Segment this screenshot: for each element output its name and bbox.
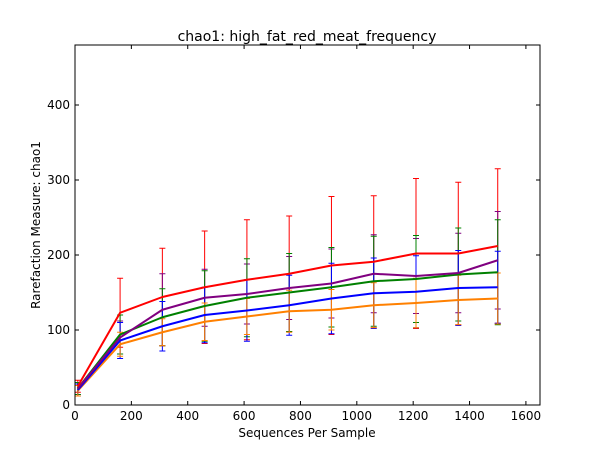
x-tick-label: 600 — [233, 409, 256, 423]
x-tick-label: 800 — [289, 409, 312, 423]
y-axis-label: Rarefaction Measure: chao1 — [29, 141, 43, 309]
series-line-3 — [77, 286, 498, 391]
x-axis-ticks: 0 200 400 600 800 1000 1200 1400 1600 — [71, 45, 541, 423]
x-tick-label: 200 — [120, 409, 143, 423]
x-tick-label: 1400 — [454, 409, 485, 423]
x-tick-label: 1600 — [511, 409, 542, 423]
series-line-2 — [77, 271, 498, 390]
x-tick-label: 1200 — [398, 409, 429, 423]
y-tick-label: 100 — [47, 323, 70, 337]
y-tick-label: 0 — [62, 398, 70, 412]
plot-area — [74, 168, 501, 397]
y-tick-label: 400 — [47, 98, 70, 112]
y-axis-ticks: 0 100 200 300 400 — [47, 98, 540, 412]
series-line-4 — [77, 297, 498, 392]
y-tick-label: 300 — [47, 173, 70, 187]
chart-title: chao1: high_fat_red_meat_frequency — [178, 29, 437, 45]
x-tick-label: 1000 — [342, 409, 373, 423]
series-line-1 — [77, 259, 499, 390]
x-tick-label: 400 — [176, 409, 199, 423]
x-axis-label: Sequences Per Sample — [238, 426, 375, 440]
series-line-0 — [76, 245, 498, 387]
axes-frame — [74, 44, 541, 406]
x-tick-label: 0 — [71, 409, 79, 423]
y-tick-label: 200 — [47, 248, 70, 262]
